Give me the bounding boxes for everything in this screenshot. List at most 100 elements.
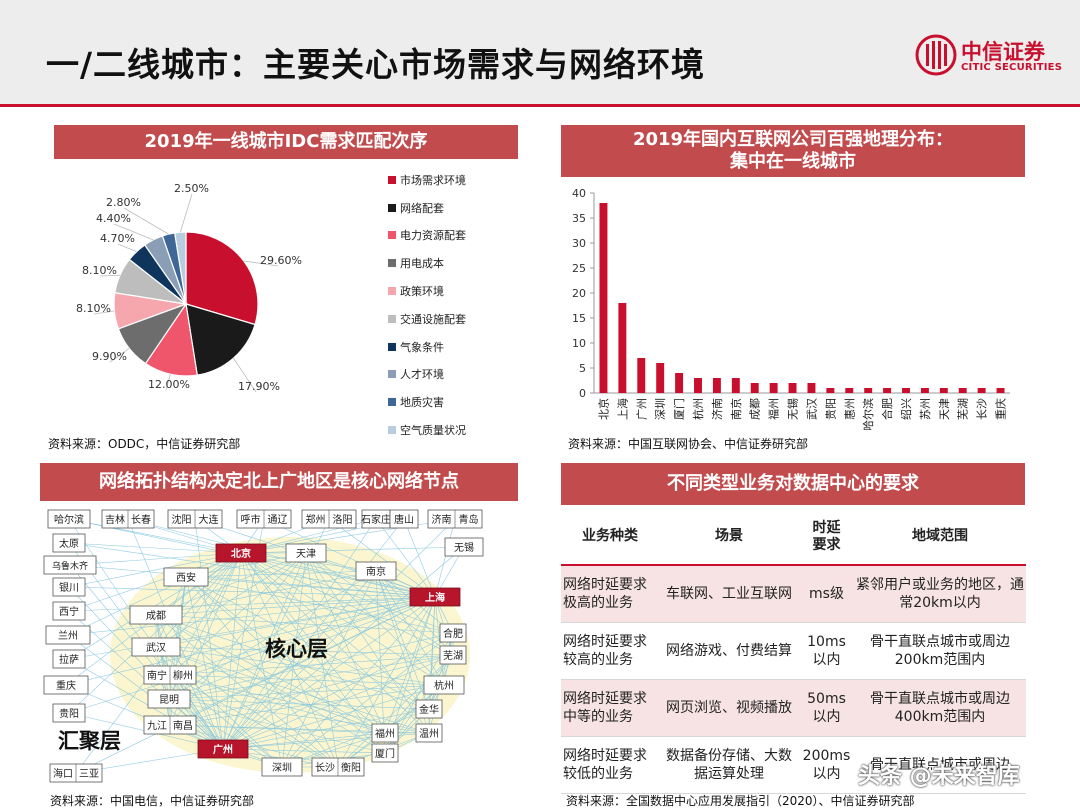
city-node: 深圳: [261, 757, 303, 777]
y-tick-label: 15: [572, 312, 586, 325]
bar-15: [883, 388, 892, 393]
node-box: [197, 739, 249, 759]
network-link: [222, 546, 465, 750]
node-box: [47, 509, 91, 529]
city-node: 长沙 衡阳: [311, 757, 365, 777]
network-link: [222, 596, 436, 750]
network-link: [168, 570, 377, 700]
y-tick-label: 25: [572, 262, 586, 275]
network-link: [281, 596, 436, 768]
network-link: [222, 552, 307, 750]
network-link: [168, 684, 445, 700]
bar-6: [712, 378, 721, 393]
network-link: [68, 518, 242, 554]
network-link: [169, 596, 436, 676]
legend-label: 网络配套: [400, 201, 444, 215]
node-box: [371, 723, 399, 743]
core-layer-label: 核心层: [265, 637, 328, 661]
node-box: [423, 675, 465, 695]
node-label: 温州: [419, 728, 439, 740]
node-box: [131, 637, 181, 657]
legend-item: 市场需求环境: [388, 166, 528, 194]
node-label: 金华: [419, 703, 439, 716]
node-label: 西宁: [59, 605, 79, 618]
legend-item: 电力资源配套: [388, 222, 528, 250]
network-link: [155, 596, 436, 648]
cell-latency: 200ms以内: [799, 736, 854, 794]
x-tick-label: 深圳: [654, 398, 667, 420]
network-link: [127, 518, 224, 750]
network-link: [68, 658, 224, 750]
node-box: [52, 649, 86, 669]
city-node: 武汉: [131, 637, 181, 657]
pie-data-label: 2.80%: [106, 196, 141, 209]
city-node: 西宁: [52, 601, 86, 621]
network-link: [155, 614, 339, 768]
node-box: [371, 743, 399, 763]
network-link: [169, 552, 307, 726]
bar-1: [618, 303, 627, 393]
node-box: [409, 587, 461, 607]
city-node: 沈阳 大连: [167, 509, 223, 529]
city-node: 郑州 洛阳: [301, 509, 357, 529]
network-link: [222, 732, 386, 750]
node-label: 哈尔滨: [54, 513, 84, 526]
node-label: 南宁: [147, 669, 167, 682]
pie-leader-line: [117, 243, 137, 253]
network-link: [67, 552, 242, 636]
x-tick-label: 武汉: [805, 398, 818, 420]
node-label: 长春: [131, 514, 151, 526]
legend-label: 市场需求环境: [400, 173, 466, 187]
pie-data-label: 4.40%: [96, 212, 131, 225]
network-link: [169, 724, 386, 734]
node-label: 长沙: [315, 762, 335, 774]
network-link: [155, 646, 454, 656]
city-node: 呼市 通辽: [236, 509, 292, 529]
pie-data-label: 8.10%: [82, 264, 117, 277]
node-box: [261, 757, 303, 777]
pie-leader-line: [243, 260, 279, 267]
node-box: [52, 703, 86, 723]
network-link: [222, 570, 377, 750]
bar-19: [958, 388, 967, 393]
city-node: 九江 南昌: [143, 715, 197, 735]
node-box: [389, 509, 419, 529]
network-link: [185, 576, 430, 710]
x-tick-label: 无锡: [786, 398, 800, 420]
network-link: [434, 596, 445, 686]
y-tick-label: 35: [572, 212, 586, 225]
network-link: [434, 518, 456, 598]
pie-leader-line: [99, 274, 121, 277]
network-link: [169, 596, 436, 726]
node-label: 洛阳: [333, 513, 353, 526]
network-link: [240, 552, 454, 656]
y-tick-label: 10: [572, 337, 586, 350]
bar-8: [750, 383, 759, 393]
bar-5: [694, 378, 702, 393]
network-link: [337, 654, 454, 768]
table-source: 资料来源：全国数据中心应用发展指引（2020）、中信证券研究部: [566, 794, 915, 808]
city-node: 重庆: [43, 675, 89, 695]
network-link: [68, 552, 242, 612]
network-link: [222, 518, 405, 750]
node-label: 杭州: [434, 679, 454, 692]
x-tick-label: 济南: [710, 398, 724, 420]
legend-item: 用电成本: [388, 249, 528, 277]
legend-label: 气象条件: [400, 340, 444, 354]
network-link: [240, 552, 436, 598]
network-link: [155, 646, 171, 726]
legend-swatch: [388, 342, 396, 351]
city-node: 银川: [52, 577, 86, 597]
node-box: [43, 555, 97, 575]
header-region: 地域范围: [854, 509, 1026, 566]
pie-data-label: 4.70%: [100, 232, 135, 245]
legend-swatch: [388, 314, 396, 323]
city-node: 唐山: [389, 509, 419, 529]
legend-item: 空气质量状况: [388, 416, 528, 444]
node-label: 唐山: [394, 513, 414, 526]
node-label: 合肥: [443, 627, 463, 640]
network-link: [168, 596, 436, 700]
network-link: [69, 552, 242, 566]
network-banner: 网络拓扑结构决定北上广地区是核心网络节点: [40, 463, 518, 501]
node-label: 昆明: [159, 694, 179, 706]
